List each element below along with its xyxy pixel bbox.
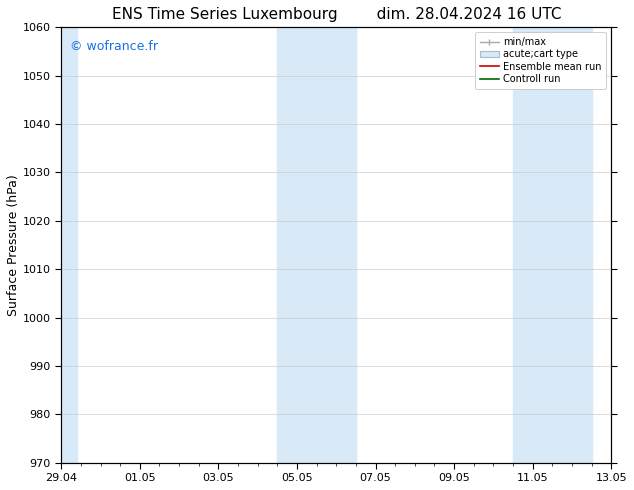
Bar <box>61 27 77 463</box>
Bar <box>277 27 356 463</box>
Y-axis label: Surface Pressure (hPa): Surface Pressure (hPa) <box>7 174 20 316</box>
Title: ENS Time Series Luxembourg        dim. 28.04.2024 16 UTC: ENS Time Series Luxembourg dim. 28.04.20… <box>112 7 561 22</box>
Text: © wofrance.fr: © wofrance.fr <box>70 40 157 53</box>
Legend: min/max, acute;cart type, Ensemble mean run, Controll run: min/max, acute;cart type, Ensemble mean … <box>475 32 606 89</box>
Bar <box>513 27 592 463</box>
